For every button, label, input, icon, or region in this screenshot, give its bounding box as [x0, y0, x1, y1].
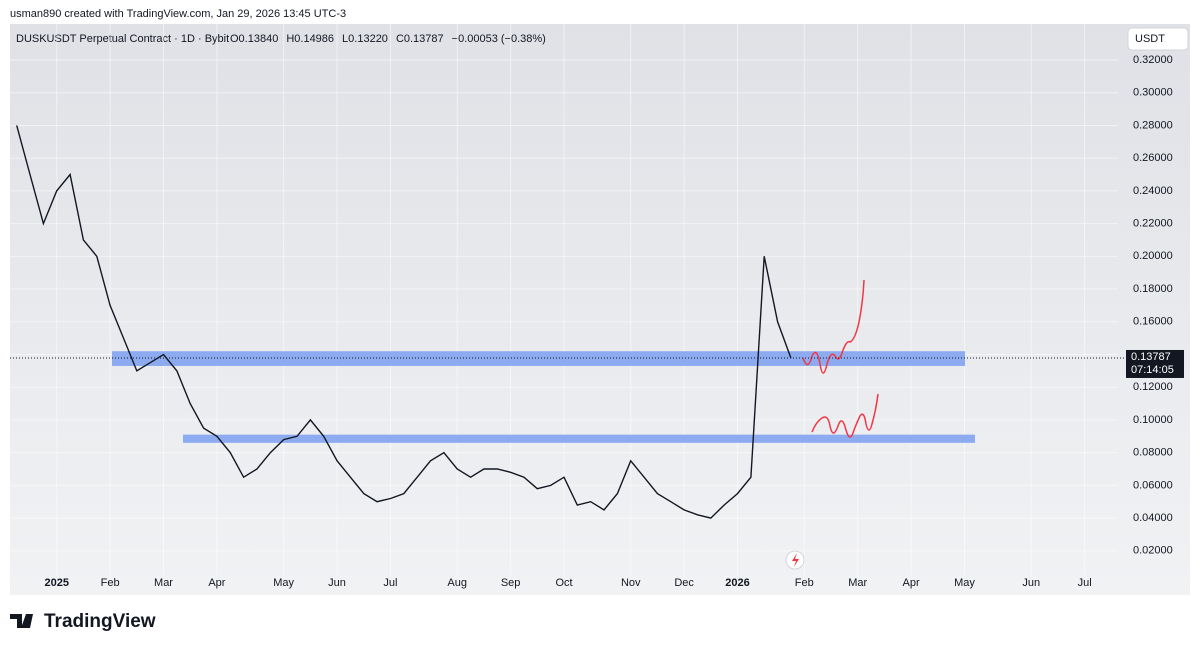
x-tick-label: 2025	[44, 577, 68, 589]
y-tick-label: 0.08000	[1133, 447, 1173, 459]
y-tick-label: 0.10000	[1133, 414, 1173, 426]
x-tick-label: Jul	[1078, 577, 1092, 589]
events-icon-bolt	[792, 553, 799, 567]
last-price-box	[1126, 349, 1184, 378]
x-tick-label: Jun	[328, 577, 346, 589]
x-tick-label: May	[954, 577, 975, 589]
ohlc-value: H0.14986	[286, 33, 334, 45]
drawing-projection	[802, 279, 865, 374]
y-tick-label: 0.20000	[1133, 250, 1173, 262]
y-tick-label: 0.30000	[1133, 87, 1173, 99]
x-tick-label: Apr	[903, 577, 920, 589]
y-tick-label: 0.28000	[1133, 119, 1173, 131]
x-tick-label: Mar	[154, 577, 173, 589]
x-tick-label: Dec	[674, 577, 694, 589]
y-tick-label: 0.24000	[1133, 185, 1173, 197]
plot	[16, 125, 792, 519]
x-tick-label: Oct	[555, 577, 572, 589]
ohlc-value: −0.00053 (−0.38%)	[452, 33, 546, 45]
ohlc-value: L0.13220	[342, 33, 388, 45]
x-tick-label: Sep	[501, 577, 521, 589]
x-tick-label: Jul	[383, 577, 397, 589]
y-tick-label: 0.06000	[1133, 479, 1173, 491]
symbol-title: DUSKUSDT Perpetual Contract · 1D · Bybit	[16, 33, 229, 45]
x-tick-label: Jun	[1022, 577, 1040, 589]
ohlc-value: C0.13787	[396, 33, 444, 45]
x-tick-label: Aug	[447, 577, 467, 589]
x-tick-label: Mar	[848, 577, 867, 589]
x-tick-label: May	[273, 577, 294, 589]
support-zone	[183, 434, 975, 443]
ohlc-value: O0.13840	[230, 33, 278, 45]
y-tick-label: 0.26000	[1133, 152, 1173, 164]
price-line	[16, 125, 792, 519]
x-tick-label: Nov	[621, 577, 641, 589]
attribution: usman890 created with TradingView.com, J…	[10, 8, 346, 20]
zones	[112, 351, 975, 443]
brand-logo: TradingView	[10, 611, 156, 632]
y-tick-label: 0.12000	[1133, 381, 1173, 393]
x-tick-label: 2026	[725, 577, 749, 589]
last-price-label: 0.13787	[1131, 351, 1171, 363]
y-tick-label: 0.22000	[1133, 218, 1173, 230]
y-tick-label: 0.02000	[1133, 545, 1173, 557]
support-zone	[112, 351, 965, 366]
y-tick-label: 0.16000	[1133, 316, 1173, 328]
countdown-label: 07:14:05	[1131, 364, 1174, 376]
y-tick-label: 0.32000	[1133, 54, 1173, 66]
ohlc-legend: O0.13840 H0.14986 L0.13220 C0.13787 −0.00053…	[230, 33, 546, 45]
y-tick-label: 0.04000	[1133, 512, 1173, 524]
x-tick-label: Apr	[208, 577, 225, 589]
y-tick-label: 0.18000	[1133, 283, 1173, 295]
grid	[10, 24, 1118, 575]
x-tick-label: Feb	[101, 577, 120, 589]
x-tick-label: Feb	[795, 577, 814, 589]
currency-button[interactable]	[1127, 27, 1189, 51]
currency-label: USDT	[1135, 33, 1165, 45]
brand-name: TradingView	[44, 611, 156, 632]
chart-background	[10, 24, 1190, 595]
drawing-projection	[811, 393, 879, 438]
